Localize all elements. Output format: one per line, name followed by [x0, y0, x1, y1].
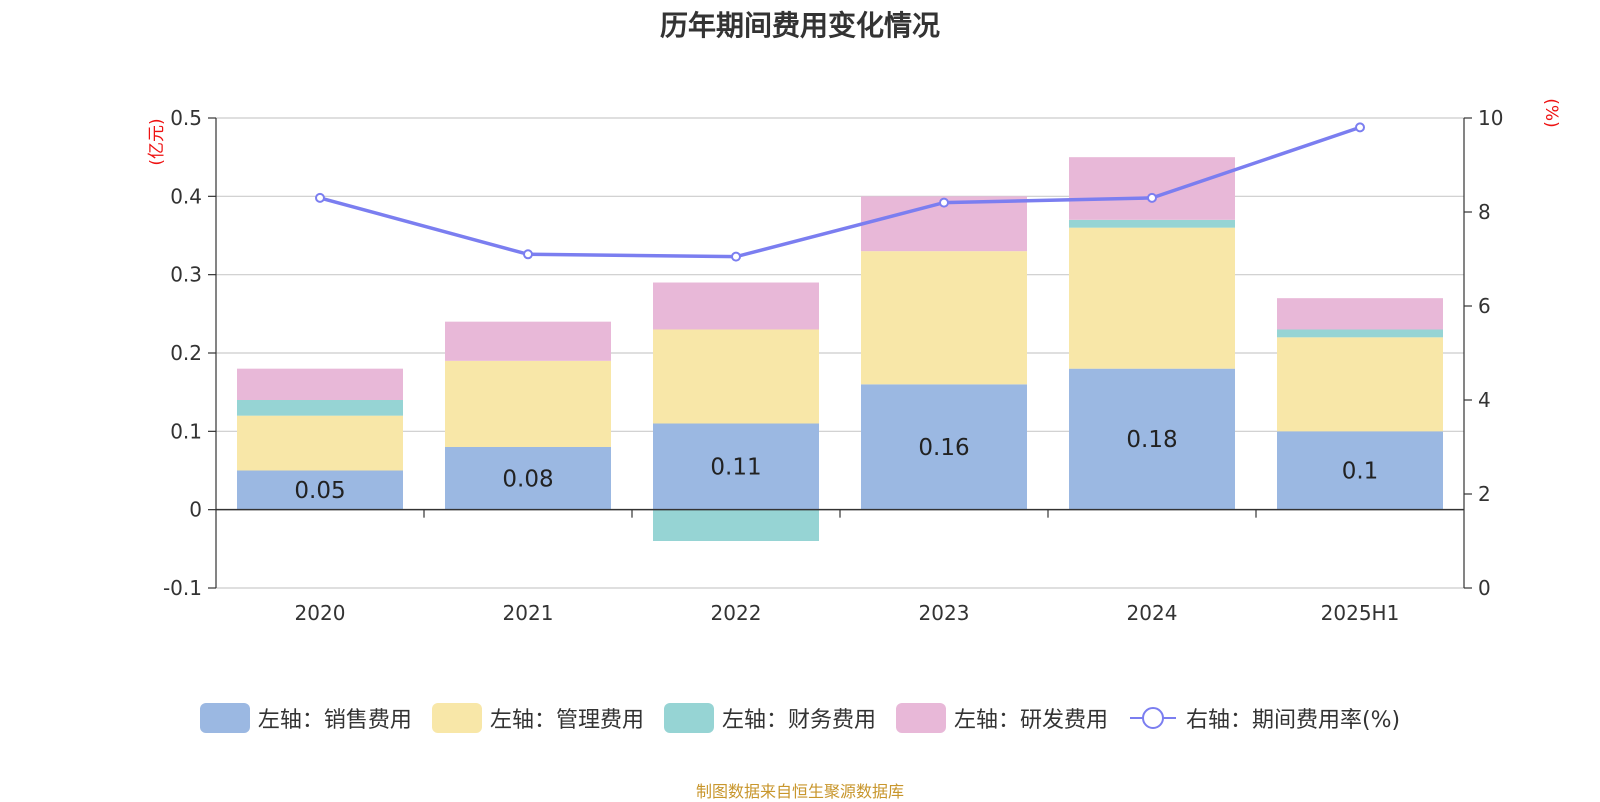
legend-swatch: [199, 703, 250, 733]
rate-point: [315, 192, 325, 203]
bar-segment: [653, 282, 819, 330]
legend-item[interactable]: 左轴：管理费用: [431, 702, 644, 734]
x-tick-label: 2021: [503, 601, 554, 625]
bar-segment: [861, 384, 1027, 510]
legend-marker: [1141, 707, 1164, 729]
rate-point: [523, 249, 533, 260]
right-tick-label: 8: [1478, 200, 1491, 224]
rate-line-path: [319, 125, 1361, 259]
bar-segment: [1277, 329, 1443, 338]
x-tick-label: 2025H1: [1321, 601, 1400, 625]
right-tick-label: 0: [1478, 576, 1491, 600]
bar-segment: [237, 470, 403, 510]
right-tick-label: 10: [1478, 106, 1503, 130]
legend-item[interactable]: 左轴：销售费用: [199, 702, 412, 734]
legend-label: 左轴：研发费用: [953, 708, 1108, 733]
right-tick-label: 2: [1478, 482, 1491, 506]
bar-segment: [445, 360, 611, 447]
chart-canvas: 0.5 0.4 0.3 0.2 0.1 0 -0.1 10 8 6 4 2 0 (亿元) (%) 2020 20…: [147, 98, 1561, 625]
bar-data-label: 0.18: [1126, 427, 1177, 453]
bar-segment: [1069, 157, 1235, 220]
bar-segment: [861, 251, 1027, 385]
legend: 左轴：销售费用 左轴：管理费用 左轴：财务费用 左轴：研发费用 右轴：期间费用率(%): [0, 702, 1600, 734]
left-axis-unit: (亿元): [147, 118, 167, 165]
legend-swatch: [895, 703, 946, 733]
left-tick-label: 0.4: [170, 184, 202, 208]
bar-segment: [445, 321, 611, 361]
bar-segment: [1277, 298, 1443, 330]
bars: [237, 157, 1443, 541]
rate-point: [1147, 192, 1157, 203]
rate-point: [731, 251, 741, 262]
legend-label: 左轴：销售费用: [257, 708, 412, 733]
bar-segment: [1277, 431, 1443, 510]
x-tick-label: 2020: [295, 601, 346, 625]
bar-segment: [237, 368, 403, 400]
left-tick-label: 0: [189, 498, 202, 522]
bar-segment: [237, 400, 403, 416]
right-axis-unit: (%): [1541, 98, 1561, 127]
bar-segment: [445, 447, 611, 510]
legend-item[interactable]: 右轴：期间费用率(%): [1128, 702, 1400, 734]
legend-item[interactable]: 左轴：研发费用: [895, 702, 1108, 734]
bar-segment: [1069, 227, 1235, 369]
left-tick-label: 0.3: [170, 263, 202, 287]
left-tick-label: 0.2: [170, 341, 202, 365]
legend-item[interactable]: 左轴：财务费用: [663, 702, 876, 734]
axes: 0.5 0.4 0.3 0.2 0.1 0 -0.1 10 8 6 4 2 0 (亿元) (%) 2020 20…: [147, 98, 1561, 625]
x-tick-label: 2024: [1127, 601, 1178, 625]
legend-line-swatch: [1129, 707, 1176, 729]
bar-data-label: 0.1: [1342, 459, 1379, 485]
bar-segment: [1069, 219, 1235, 228]
bar-labels: 0.05 0.08 0.11 0.16 0.18 0.1: [294, 427, 1378, 504]
bar-segment: [653, 509, 819, 541]
rate-point: [939, 197, 949, 208]
legend-label: 左轴：管理费用: [489, 708, 644, 733]
legend-label: 右轴：期间费用率(%): [1185, 708, 1401, 733]
bar-data-label: 0.05: [294, 478, 345, 504]
bar-segment: [1069, 368, 1235, 510]
left-tick-label: 0.5: [170, 106, 202, 130]
right-tick-label: 6: [1478, 294, 1491, 318]
legend-label: 左轴：财务费用: [721, 708, 876, 733]
bar-segment: [653, 329, 819, 424]
x-tick-label: 2022: [711, 601, 762, 625]
bar-segment: [237, 415, 403, 471]
x-tick-label: 2023: [919, 601, 970, 625]
legend-swatch: [431, 703, 482, 733]
chart-title: 历年期间费用变化情况: [659, 9, 940, 42]
rate-point: [1355, 122, 1365, 133]
left-tick-label: -0.1: [163, 576, 202, 600]
bar-data-label: 0.16: [918, 435, 969, 461]
source-note: 制图数据来自恒生聚源数据库: [695, 782, 904, 801]
rate-line: [315, 122, 1365, 262]
gridlines: [216, 117, 1464, 589]
bar-data-label: 0.08: [502, 466, 553, 492]
bar-segment: [1277, 337, 1443, 432]
left-tick-label: 0.1: [170, 419, 202, 443]
bar-data-label: 0.11: [710, 455, 761, 481]
right-tick-label: 4: [1478, 388, 1491, 412]
bar-segment: [653, 423, 819, 510]
legend-swatch: [663, 703, 714, 733]
